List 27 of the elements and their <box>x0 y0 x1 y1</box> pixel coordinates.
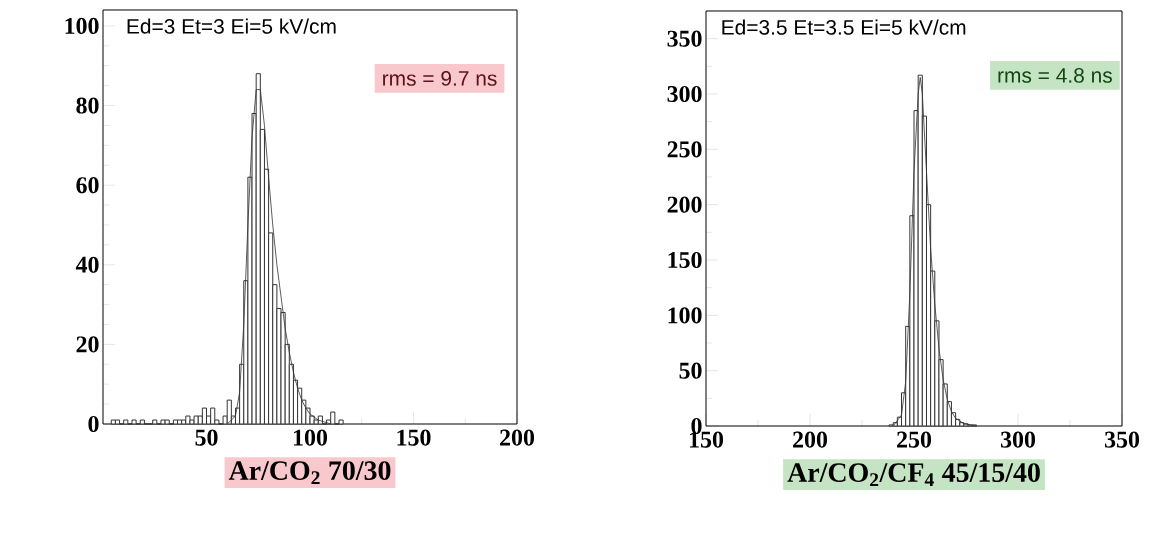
x-tick-label: 200 <box>500 429 535 446</box>
y-tick-label: 100 <box>668 307 702 324</box>
annotation: rms = 9.7 ns <box>383 71 497 86</box>
annotation: Ed=3.5 Et=3.5 Ei=5 kV/cm <box>722 19 966 35</box>
x-tick-label: 350 <box>1104 431 1140 448</box>
x-axis-title: Ar/CO$_{2}$ 70/30 <box>228 461 391 485</box>
x-tick-label: 150 <box>397 429 431 446</box>
y-tick-label: 20 <box>76 336 99 353</box>
x-tick-label: 250 <box>897 431 932 448</box>
y-tick-label: 350 <box>667 30 702 47</box>
x-tick-label: 300 <box>1000 431 1036 448</box>
x-axis-title: Ar/CO$_{2}$/CF$_{4}$ 45/15/40 <box>787 463 1040 487</box>
y-tick-label: 60 <box>76 177 99 194</box>
y-tick-label: 40 <box>75 256 99 273</box>
y-tick-label: 250 <box>667 141 702 158</box>
annotation: rms = 4.8 ns <box>998 67 1112 83</box>
x-tick-label: 50 <box>195 429 218 446</box>
y-tick-label: 150 <box>668 251 702 269</box>
y-tick-label: 300 <box>667 85 702 103</box>
y-tick-label: 0 <box>88 415 99 433</box>
annotation: Ed=3 Et=3 Ei=5 kV/cm <box>127 18 336 34</box>
x-tick-label: 200 <box>793 431 828 448</box>
x-tick-label: 100 <box>293 429 328 446</box>
y-tick-label: 50 <box>679 362 702 379</box>
y-tick-label: 100 <box>65 17 99 34</box>
y-tick-label: 200 <box>667 196 702 213</box>
y-tick-label: 80 <box>76 97 99 114</box>
